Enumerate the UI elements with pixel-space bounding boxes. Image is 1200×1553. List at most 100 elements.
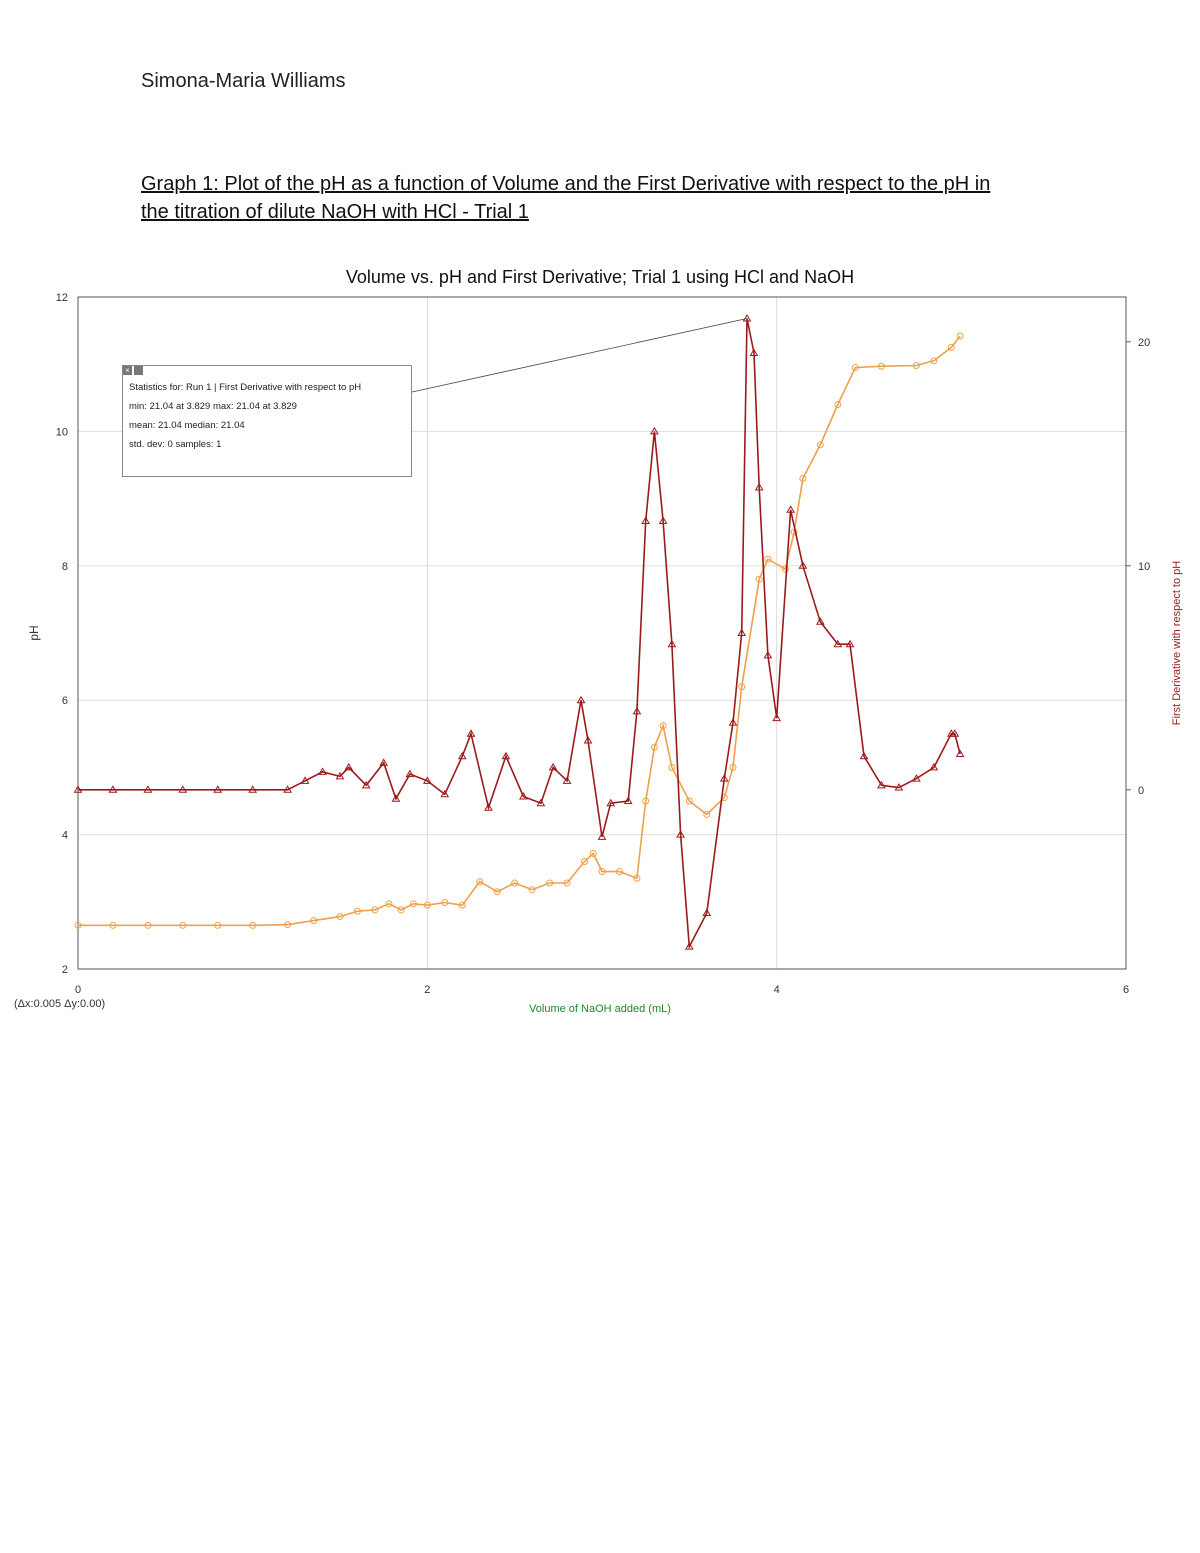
caption-line-1: Graph 1: Plot of the pH as a function of…: [141, 173, 991, 195]
statistics-box-controls: ×: [123, 366, 143, 375]
derivative-data-point: [676, 830, 685, 838]
derivative-data-point: [143, 785, 153, 793]
graph-caption: Graph 1: Plot of the pH as a function of…: [141, 170, 1071, 226]
derivative-data-point: [742, 314, 752, 322]
ph-data-point: [642, 797, 650, 805]
ph-data-point: [668, 763, 676, 771]
derivative-data-point: [519, 792, 528, 800]
ph-data-point: [423, 901, 431, 909]
y2-tick-label: 0: [1138, 785, 1144, 797]
ph-data-point: [799, 474, 807, 482]
ph-data-point: [615, 868, 623, 876]
ph-data-point: [546, 879, 554, 887]
annotation-leader-line: [411, 318, 748, 393]
ph-data-point: [441, 898, 449, 906]
ph-data-point: [781, 565, 789, 573]
derivative-data-point: [877, 780, 886, 789]
derivative-data-point: [702, 908, 712, 916]
y2-tick-label: 10: [1138, 561, 1150, 573]
ph-data-point: [650, 743, 658, 751]
derivative-data-point: [754, 482, 764, 491]
x-tick-label: 6: [1123, 984, 1129, 996]
y-tick-label: 2: [62, 964, 68, 976]
ph-data-point: [659, 722, 667, 730]
derivative-data-point: [955, 749, 965, 757]
ph-data-point: [581, 857, 589, 865]
ph-data-point: [353, 907, 361, 915]
derivative-data-point: [361, 780, 371, 789]
y-tick-label: 4: [62, 830, 68, 842]
derivative-data-point: [283, 785, 292, 793]
ph-data-point: [371, 906, 379, 914]
ph-data-point: [598, 868, 606, 876]
derivative-data-point: [763, 650, 773, 659]
delta-readout: (Δx:0.005 Δy:0.00): [14, 998, 106, 1010]
derivative-data-point: [576, 695, 586, 704]
ph-data-point: [476, 878, 484, 886]
derivative-data-point: [632, 706, 642, 715]
derivative-data-point: [536, 798, 546, 807]
derivative-data-point: [912, 774, 921, 782]
derivative-data-point: [597, 832, 607, 840]
plot-frame: [77, 296, 1127, 970]
ph-data-point: [109, 921, 117, 929]
y-tick-label: 10: [56, 426, 68, 438]
options-icon[interactable]: [134, 366, 143, 375]
ph-data-point: [179, 921, 187, 929]
ph-data-point: [511, 879, 519, 887]
derivative-data-point: [719, 774, 729, 782]
derivative-data-point: [178, 785, 188, 793]
statistics-line-2: min: 21.04 at 3.829 max: 21.04 at 3.829: [129, 401, 297, 412]
derivative-data-point: [667, 639, 677, 648]
ph-data-point: [458, 901, 466, 909]
derivative-data-point: [484, 803, 493, 811]
derivative-data-point: [391, 794, 401, 802]
derivative-data-point: [623, 796, 633, 804]
derivative-data-point: [728, 718, 738, 726]
ph-data-point: [528, 886, 536, 894]
derivative-data-point: [650, 426, 659, 435]
derivative-data-point: [798, 561, 808, 569]
derivative-data-point: [845, 639, 855, 648]
derivative-data-point: [344, 762, 354, 771]
ph-data-point: [563, 879, 571, 887]
ph-data-point: [336, 913, 344, 921]
close-icon[interactable]: ×: [123, 366, 132, 375]
chart-container[interactable]: Volume vs. pH and First Derivative; Tria…: [0, 245, 1200, 1035]
derivative-data-point: [772, 713, 782, 722]
derivative-data-point: [335, 771, 345, 780]
derivative-data-point: [583, 736, 593, 744]
ph-data-point: [310, 917, 318, 925]
statistics-line-1: Statistics for: Run 1 | First Derivative…: [129, 382, 362, 393]
derivative-data-point: [833, 639, 843, 648]
ph-data-point: [633, 874, 641, 882]
derivative-data-point: [658, 516, 668, 524]
x-axis-label: Volume of NaOH added (mL): [529, 1003, 671, 1015]
ph-data-point: [851, 364, 859, 372]
derivative-data-point: [440, 789, 450, 798]
ph-data-point: [738, 683, 746, 691]
ph-data-point: [249, 921, 257, 929]
derivative-data-point: [737, 628, 747, 636]
derivative-data-point: [457, 751, 467, 760]
derivative-data-point: [606, 798, 616, 807]
ph-data-point: [912, 362, 920, 370]
y2-axis-label: First Derivative with respect to pH: [1171, 561, 1183, 725]
ph-data-point: [755, 575, 763, 583]
derivative-data-point: [213, 785, 223, 793]
derivative-data-point: [300, 776, 310, 784]
derivative-data-point: [786, 505, 796, 513]
x-tick-label: 0: [75, 984, 81, 996]
ph-data-point: [284, 921, 292, 929]
ph-data-point: [74, 921, 82, 929]
chart-svg[interactable]: Volume vs. pH and First Derivative; Tria…: [0, 245, 1200, 1035]
ph-data-point: [956, 332, 964, 340]
statistics-box[interactable]: × Statistics for: Run 1 | First Derivati…: [122, 365, 412, 477]
ph-data-point: [385, 900, 393, 908]
derivative-data-point: [562, 776, 572, 784]
derivative-data-point: [318, 767, 327, 775]
caption-line-2: the titration of dilute NaOH with HCl - …: [141, 201, 529, 223]
ph-data-point: [703, 810, 711, 818]
ph-data-point: [589, 849, 597, 857]
ph-data-point: [144, 921, 152, 929]
